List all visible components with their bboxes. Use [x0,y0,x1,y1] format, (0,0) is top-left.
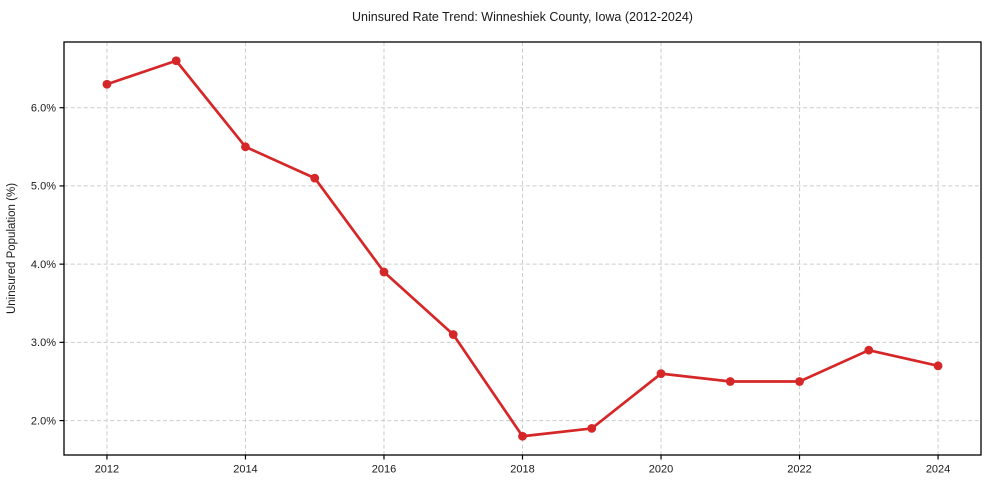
plot-area: 2012 2014 2016 2018 2020 2022 2024 2.0% 3.0% 4.0%… [31,41,982,476]
x-tick-label: 2022 [787,464,811,476]
data-point [171,56,181,66]
y-tick-label: 4.0% [31,259,56,271]
data-point [448,330,458,339]
data-point [795,377,804,386]
data-point [656,369,666,379]
chart-title: Uninsured Rate Trend: Winneshiek County,… [352,10,693,24]
data-point [725,377,735,386]
y-tick-label: 6.0% [31,103,56,115]
x-tick-label: 2012 [95,464,119,476]
y-tick-label: 5.0% [31,181,56,193]
data-point [310,173,320,183]
x-tick-label: 2016 [372,464,396,476]
y-tick-label: 2.0% [31,415,56,427]
data-point [518,431,527,441]
data-point [379,267,389,277]
y-tick-label: 3.0% [31,337,56,349]
x-tick-label: 2014 [233,464,257,476]
x-tick-label: 2020 [649,464,673,476]
data-point [102,79,112,89]
x-tick-label: 2024 [926,464,950,476]
data-point [587,424,597,433]
data-point [864,345,874,355]
data-point [933,361,943,371]
x-tick-label: 2018 [510,464,534,476]
data-point [241,142,250,152]
y-axis-label: Uninsured Population (%) [6,183,18,314]
